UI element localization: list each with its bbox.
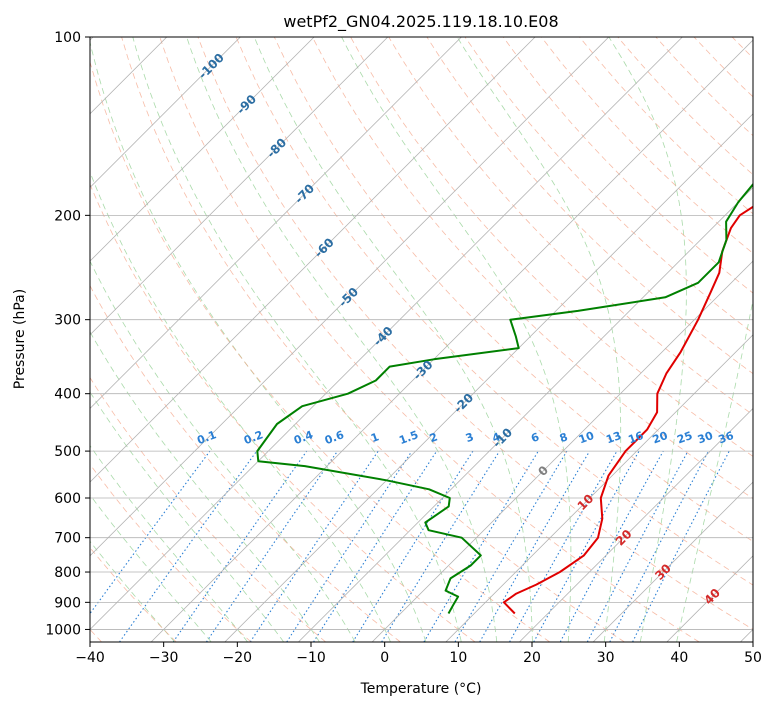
y-tick-label: 600 — [54, 491, 81, 507]
dry-adiabat-line — [274, 37, 775, 642]
mixing-ratio-line — [250, 451, 378, 642]
y-tick-label: 200 — [54, 208, 81, 224]
mixing-ratio-label: 8 — [558, 430, 570, 445]
mixing-ratio-label: 1.5 — [397, 428, 420, 447]
y-axis-ticks: 100 200 300 400 500 600 700 800 900 1000 — [45, 30, 90, 638]
moist-adiabat-line — [187, 37, 497, 642]
mixing-ratio-line — [510, 451, 617, 642]
x-tick-label: 40 — [670, 650, 688, 666]
x-tick-label: 10 — [449, 650, 467, 666]
x-tick-label: −40 — [75, 650, 105, 666]
mixing-ratio-label: 36 — [717, 429, 736, 447]
x-tick-label: −20 — [223, 650, 253, 666]
mixing-ratio-label: 6 — [529, 430, 541, 445]
moist-adiabat-line — [0, 37, 320, 642]
y-tick-label: 1000 — [45, 622, 81, 638]
moist-adiabat-line — [0, 37, 284, 642]
mixing-ratio-label: 10 — [577, 429, 596, 447]
dry-adiabat-line — [0, 37, 251, 642]
dry-adiabat-line — [541, 37, 775, 642]
y-tick-label: 500 — [54, 444, 81, 460]
x-tick-label: 30 — [597, 650, 615, 666]
mixing-ratio-label: 0.6 — [323, 428, 346, 447]
dry-adiabat-line — [770, 37, 775, 642]
dry-adiabat-line — [351, 37, 775, 642]
mixing-ratio-line — [560, 451, 663, 642]
mixing-ratio-line — [287, 451, 412, 642]
x-tick-label: 0 — [380, 650, 389, 666]
dry-adiabat-line — [465, 37, 775, 642]
mixing-ratio-label: 16 — [626, 429, 645, 447]
isotherm-line — [151, 37, 756, 642]
dry-adiabat-line — [389, 37, 775, 642]
isotherm-line — [519, 37, 775, 642]
plot-frame — [90, 37, 753, 642]
moist-adiabat-line — [457, 37, 621, 642]
y-tick-label: 800 — [54, 565, 81, 581]
mixing-ratio-lines — [69, 451, 729, 642]
mixing-ratio-line — [587, 451, 688, 642]
dry-adiabat-line — [618, 37, 775, 642]
mixing-ratio-label: 3 — [464, 430, 476, 445]
y-tick-label: 300 — [54, 313, 81, 329]
isotherm-line — [225, 37, 775, 642]
mixing-ratio-label: 25 — [675, 429, 694, 446]
dry-adiabat-line — [656, 37, 775, 642]
x-tick-label: 20 — [523, 650, 541, 666]
moist-adiabat-line — [52, 37, 391, 642]
dry-adiabat-line — [503, 37, 775, 642]
mixing-ratio-label: 20 — [651, 429, 670, 447]
x-axis-ticks: −40 −30 −20 −10 0 10 20 30 40 50 — [75, 642, 762, 666]
mixing-ratio-line — [424, 451, 538, 642]
mixing-ratio-line — [206, 451, 337, 642]
mixing-ratio-label: 2 — [428, 430, 440, 445]
mixing-ratio-label: 0.4 — [292, 428, 315, 447]
mixing-ratio-label: 30 — [696, 429, 715, 447]
dry-adiabat-line — [236, 37, 775, 642]
mixing-ratio-line — [314, 451, 437, 642]
isotherm-line — [0, 37, 461, 642]
x-tick-label: −30 — [149, 650, 179, 666]
x-axis-label: Temperature (°C) — [360, 681, 482, 697]
y-tick-label: 400 — [54, 387, 81, 403]
moist-adiabat-line — [677, 37, 775, 642]
dry-adiabat-line — [694, 37, 775, 642]
x-tick-label: −10 — [296, 650, 326, 666]
mixing-ratio-label: 1 — [369, 430, 381, 445]
y-tick-label: 100 — [54, 30, 81, 46]
isotherm-line — [667, 37, 775, 642]
y-axis-label: Pressure (hPa) — [12, 289, 28, 389]
isobar-lines — [90, 37, 753, 629]
isotherm-line — [593, 37, 775, 642]
moist-adiabat-line — [0, 37, 211, 642]
mixing-ratio-label: 0.1 — [195, 428, 218, 447]
x-tick-label: 50 — [744, 650, 762, 666]
moist-adiabat-line — [0, 37, 248, 642]
y-tick-label: 900 — [54, 595, 81, 611]
chart-title: wetPf2_GN04.2025.119.18.10.E08 — [283, 12, 558, 32]
y-tick-label: 700 — [54, 531, 81, 547]
isotherm-line — [0, 37, 240, 642]
mixing-ratio-line — [353, 451, 473, 642]
dry-adiabat-line — [0, 37, 326, 642]
isotherm-line — [0, 37, 314, 642]
isotherm-line — [0, 37, 388, 642]
isotherm-line — [4, 37, 609, 642]
isotherm-line — [740, 37, 775, 642]
moist-adiabat-line — [20, 37, 355, 642]
dry-adiabat-line — [7, 37, 400, 642]
dry-adiabat-line — [45, 37, 475, 642]
